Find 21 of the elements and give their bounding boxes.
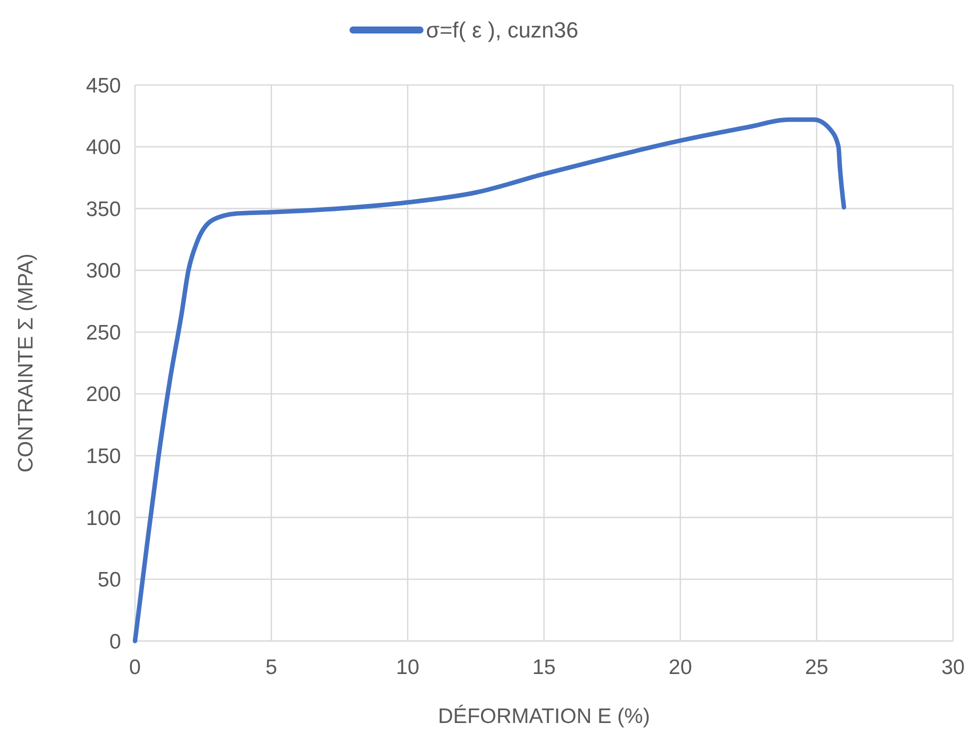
y-tick-label: 250: [86, 321, 121, 344]
x-tick-label: 20: [668, 656, 692, 679]
x-axis-title: DÉFORMATION E (%): [438, 704, 650, 728]
y-tick-label: 350: [86, 198, 121, 221]
y-tick-label: 50: [98, 568, 121, 592]
y-tick-label: 100: [86, 506, 121, 530]
x-tick-label: 0: [129, 656, 141, 679]
x-tick-label: 30: [941, 656, 965, 679]
y-tick-label: 400: [86, 136, 121, 160]
legend-label: σ=f( ε ), cuzn36: [426, 18, 578, 43]
x-tick-label: 15: [532, 656, 556, 679]
y-tick-label: 0: [109, 630, 121, 654]
y-axis-title: CONTRAINTE Σ (MPA): [14, 253, 38, 473]
line-series: [132, 117, 846, 644]
x-tick-label: 5: [265, 656, 278, 679]
y-tick-label: 200: [86, 383, 121, 406]
x-tick-label: 25: [804, 656, 828, 679]
y-tick-label: 150: [86, 445, 121, 468]
y-tick-label: 450: [86, 74, 121, 98]
y-tick-label: 300: [86, 260, 121, 283]
x-tick-label: 10: [396, 656, 420, 679]
